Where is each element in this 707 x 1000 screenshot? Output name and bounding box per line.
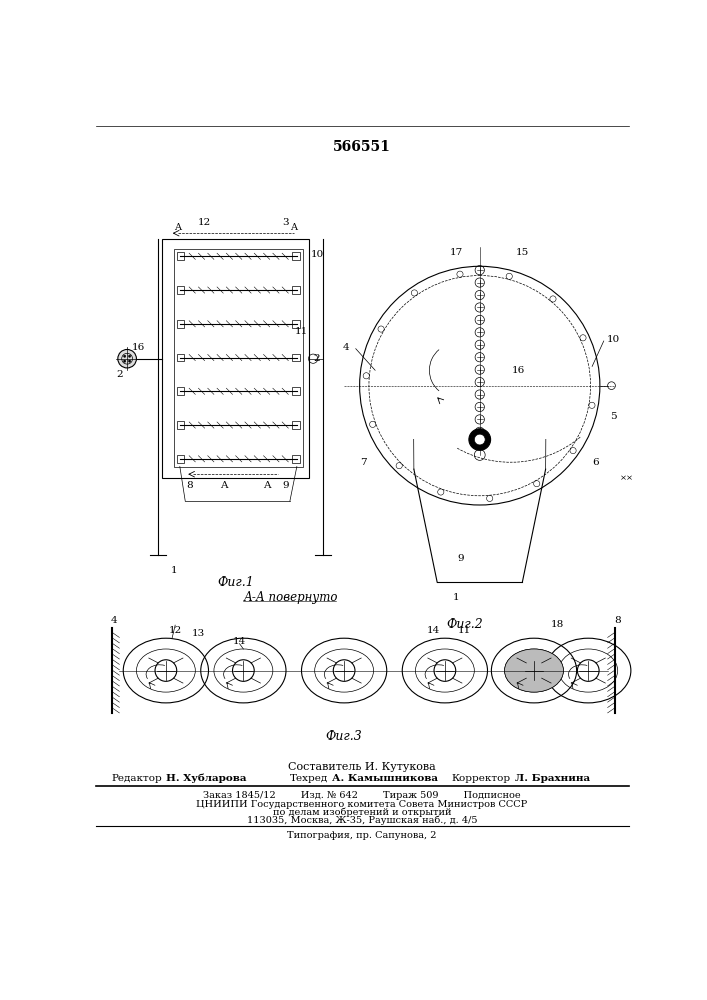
Text: Фиг.3: Фиг.3 bbox=[326, 730, 363, 742]
Text: 11: 11 bbox=[457, 626, 471, 635]
Text: 18: 18 bbox=[551, 620, 564, 629]
Text: Корректор: Корректор bbox=[452, 774, 510, 783]
Text: Фиг.2: Фиг.2 bbox=[446, 618, 483, 631]
Text: 3: 3 bbox=[283, 218, 289, 227]
Text: А. Камышникова: А. Камышникова bbox=[332, 774, 438, 783]
Text: 113035, Москва, Ж-35, Раушская наб., д. 4/5: 113035, Москва, Ж-35, Раушская наб., д. … bbox=[247, 815, 477, 825]
Text: 15: 15 bbox=[515, 248, 529, 257]
Text: A: A bbox=[291, 223, 297, 232]
Ellipse shape bbox=[505, 649, 563, 692]
Circle shape bbox=[124, 360, 126, 362]
Text: 13: 13 bbox=[192, 629, 205, 638]
Text: 8: 8 bbox=[614, 616, 621, 625]
Text: Составитель И. Кутукова: Составитель И. Кутукова bbox=[288, 762, 436, 772]
Text: 16: 16 bbox=[512, 366, 525, 375]
Text: 2: 2 bbox=[314, 354, 320, 363]
Text: 566551: 566551 bbox=[333, 140, 391, 154]
Text: 6: 6 bbox=[592, 458, 600, 467]
Circle shape bbox=[129, 360, 131, 362]
Text: A: A bbox=[174, 223, 181, 232]
Text: A: A bbox=[263, 481, 270, 490]
Text: Фиг.1: Фиг.1 bbox=[217, 576, 254, 588]
Text: 14: 14 bbox=[426, 626, 440, 635]
Text: 5: 5 bbox=[611, 412, 617, 421]
Text: 12: 12 bbox=[168, 626, 182, 635]
Text: Редактор: Редактор bbox=[111, 774, 162, 783]
Text: 17: 17 bbox=[450, 248, 463, 257]
Text: A: A bbox=[221, 481, 228, 490]
Text: 12: 12 bbox=[198, 218, 211, 227]
Text: 10: 10 bbox=[607, 335, 621, 344]
Text: 10: 10 bbox=[310, 250, 324, 259]
Text: 14: 14 bbox=[233, 637, 246, 646]
Text: Техред: Техред bbox=[291, 774, 329, 783]
Circle shape bbox=[474, 434, 485, 445]
Text: А-А повернуто: А-А повернуто bbox=[243, 591, 338, 604]
Text: по делам изобретений и открытий: по делам изобретений и открытий bbox=[273, 807, 451, 817]
Text: 9: 9 bbox=[283, 481, 289, 490]
Text: Типография, пр. Сапуновa, 2: Типография, пр. Сапуновa, 2 bbox=[287, 831, 437, 840]
Text: 16: 16 bbox=[132, 343, 146, 352]
Text: ××: ×× bbox=[620, 474, 634, 482]
Text: Заказ 1845/12        Изд. № 642        Тираж 509        Подписное: Заказ 1845/12 Изд. № 642 Тираж 509 Подпи… bbox=[203, 791, 521, 800]
Circle shape bbox=[118, 349, 136, 368]
Text: 4: 4 bbox=[342, 343, 349, 352]
Circle shape bbox=[129, 355, 131, 357]
Circle shape bbox=[124, 355, 126, 357]
Text: 1: 1 bbox=[453, 593, 460, 602]
Text: 9: 9 bbox=[457, 554, 464, 563]
Text: 11: 11 bbox=[295, 327, 308, 336]
Text: Л. Брахнина: Л. Брахнина bbox=[515, 774, 590, 783]
Circle shape bbox=[469, 429, 491, 450]
Text: 1: 1 bbox=[170, 566, 177, 575]
Text: 2: 2 bbox=[116, 370, 123, 379]
Text: ЦНИИПИ Государственного комитета Совета Министров СССР: ЦНИИПИ Государственного комитета Совета … bbox=[197, 800, 527, 809]
Text: 7: 7 bbox=[360, 458, 367, 467]
Text: 8: 8 bbox=[186, 481, 192, 490]
Text: Н. Хубларова: Н. Хубларова bbox=[166, 774, 246, 783]
Text: 4: 4 bbox=[110, 616, 117, 625]
